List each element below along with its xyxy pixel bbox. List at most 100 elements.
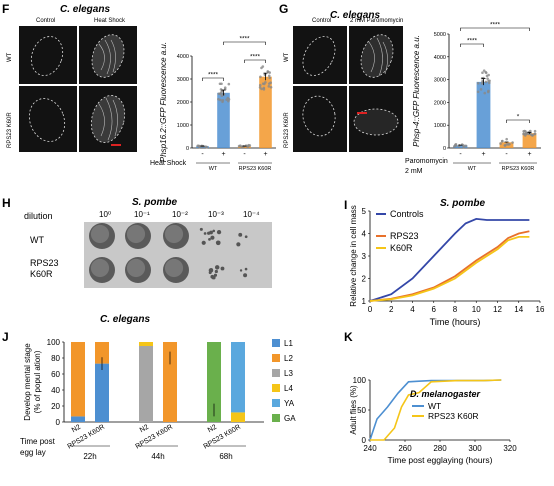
y-tick-label: 3000	[177, 77, 189, 83]
spot-assay-plate	[84, 222, 272, 288]
significance-bracket	[460, 43, 484, 47]
legend-swatch	[272, 384, 280, 392]
data-point	[217, 92, 221, 96]
x-tick-label: N2	[207, 424, 218, 435]
panel-g-title: C. elegans	[330, 10, 381, 21]
data-point	[217, 97, 220, 101]
colony-highlight	[90, 258, 110, 278]
micrograph-f-wt-control	[19, 26, 77, 84]
y-axis-label: Develop mental stage	[23, 343, 32, 421]
dilution-10e-2: 10⁻²	[172, 210, 188, 219]
colony-highlight	[126, 258, 146, 278]
data-point	[268, 71, 271, 74]
x-tick-label: 300	[468, 444, 482, 453]
data-point	[476, 90, 480, 94]
y-tick-label: 0	[186, 146, 189, 152]
legend-label: YA	[284, 399, 295, 408]
panel-g-row-label-2: RPS23 K60R	[284, 112, 290, 148]
data-point	[508, 142, 511, 146]
x-tick-label: 8	[453, 305, 458, 314]
stacked-bar-segment	[71, 342, 85, 417]
dilution-label: dilution	[24, 211, 53, 221]
y-axis-label: Relative change in cell mass	[349, 205, 358, 306]
data-point	[533, 132, 537, 136]
micrograph-g-mut-control	[293, 86, 347, 152]
data-point	[522, 132, 525, 136]
x-tick-label: N2	[139, 424, 150, 435]
colony	[220, 266, 225, 271]
colony	[239, 269, 243, 272]
data-point	[261, 82, 265, 85]
colony	[238, 232, 243, 237]
x-tick-label: 10	[472, 305, 481, 314]
y-tick-label: 1000	[434, 123, 446, 129]
y-tick-label: 40	[51, 386, 60, 395]
condition-label: 2 mM	[405, 168, 423, 175]
data-point	[487, 89, 490, 93]
data-point	[482, 69, 486, 72]
y-tick-label: 5	[362, 207, 367, 216]
x-tick-label: 260	[398, 444, 412, 453]
stacked-bar-segment	[231, 342, 245, 413]
bar	[476, 81, 491, 148]
y-axis-label: (% of popul ation)	[33, 350, 42, 413]
panel-i-letter: I	[344, 198, 348, 212]
y-tick-label: 0	[443, 146, 446, 152]
y-tick-label: 100	[353, 376, 367, 385]
bar	[522, 133, 537, 148]
data-point	[481, 71, 484, 74]
sign-label: +	[481, 151, 485, 158]
colony-highlight	[164, 258, 184, 278]
data-point	[479, 88, 483, 91]
significance-label: ****	[208, 72, 219, 79]
data-point	[258, 83, 262, 87]
data-point	[260, 66, 263, 70]
stacked-bar-segment	[95, 363, 109, 422]
legend-label: L1	[284, 339, 293, 348]
data-point	[511, 141, 514, 144]
stacked-bar-segment	[163, 342, 177, 422]
data-point	[220, 82, 223, 86]
panel-f-letter: F	[2, 2, 10, 16]
stacked-bar-segment	[95, 342, 109, 364]
data-point	[197, 144, 200, 148]
panel-j-letter: J	[2, 330, 9, 344]
significance-bracket	[506, 119, 530, 123]
colony-highlight	[164, 224, 184, 244]
dilution-10e-1: 10⁻¹	[134, 210, 150, 219]
data-point	[227, 99, 230, 103]
legend-label: Controls	[390, 209, 424, 219]
data-point	[259, 75, 262, 79]
data-point	[464, 144, 468, 148]
significance-label: ****	[239, 36, 250, 43]
y-tick-label: 4	[362, 230, 367, 239]
significance-label: ****	[250, 54, 261, 61]
condition-label: Paromomycin	[405, 158, 448, 165]
stacked-bar-segment	[207, 342, 221, 422]
data-point	[483, 91, 487, 95]
data-point	[501, 139, 504, 143]
colony	[214, 265, 220, 270]
y-tick-label: 100	[47, 338, 61, 347]
data-point	[486, 77, 489, 80]
data-point	[522, 130, 525, 133]
y-axis-label: Adult flies (%)	[349, 385, 358, 435]
panel-g-letter: G	[279, 2, 289, 16]
sign-label: +	[263, 151, 267, 158]
data-point	[264, 81, 267, 84]
group-label: WT	[209, 166, 218, 172]
panel-h-letter: H	[2, 196, 11, 210]
panel-f-col-label-2: Heat Shock	[94, 18, 126, 24]
legend-label: RPS23 K60R	[428, 411, 479, 421]
micrograph-g-wt-paromomycin	[349, 26, 403, 84]
legend-swatch	[272, 414, 280, 422]
panel-f-col-label-1: Control	[36, 18, 56, 24]
condition-label: Heat Shock	[150, 160, 187, 167]
data-point	[524, 132, 528, 136]
chart-f: 0 1000 2000 3000 4000 Phsp16.2::GFP Fluoresce…	[150, 36, 276, 172]
legend-label: WT	[428, 401, 441, 411]
data-point	[226, 96, 230, 100]
x-tick-label: 320	[503, 444, 517, 453]
